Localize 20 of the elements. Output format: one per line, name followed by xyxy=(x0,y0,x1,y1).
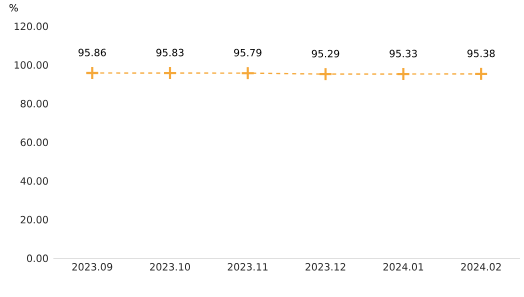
data-label: 95.29 xyxy=(312,50,340,58)
x-tick-label: 2024.01 xyxy=(383,263,424,271)
y-tick-label: 20.00 xyxy=(20,216,48,224)
x-tick-label: 2024.02 xyxy=(461,263,501,271)
data-label: 95.86 xyxy=(78,48,106,56)
y-tick-label: 120.00 xyxy=(14,22,48,30)
y-tick-label: 0.00 xyxy=(27,254,48,262)
y-tick-label: 100.00 xyxy=(14,61,48,69)
y-axis-title: % xyxy=(9,4,18,12)
y-tick-label: 80.00 xyxy=(20,100,48,108)
x-tick-label: 2023.09 xyxy=(72,263,112,271)
data-label: 95.79 xyxy=(234,48,262,56)
x-tick-label: 2023.12 xyxy=(306,263,346,271)
data-label: 95.83 xyxy=(156,48,184,56)
data-label: 95.38 xyxy=(467,50,495,58)
x-tick-label: 2023.11 xyxy=(228,263,268,271)
data-label: 95.33 xyxy=(390,50,417,58)
y-tick-label: 60.00 xyxy=(20,138,48,146)
x-tick-label: 2023.10 xyxy=(150,263,190,271)
y-tick-label: 40.00 xyxy=(20,177,48,185)
